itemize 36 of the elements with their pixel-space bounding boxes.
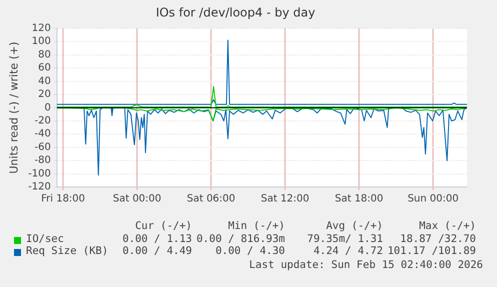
- x-tick-label: Sun 00:00: [408, 194, 459, 205]
- text: 0.00 / 1.13: [122, 233, 192, 245]
- y-tick-label: -40: [34, 128, 51, 140]
- y-tick-label: 0: [44, 102, 51, 114]
- y-tick-label: 80: [38, 49, 51, 60]
- x-tick-label: Sat 00:00: [112, 194, 162, 205]
- text: 79.35m/ 1.31: [307, 233, 383, 245]
- text: 0.00 / 816.93m: [196, 233, 285, 245]
- legend-label: Req Size (KB): [26, 245, 108, 257]
- y-tick-label: -120: [28, 182, 51, 193]
- text: Max (-/+): [419, 220, 476, 232]
- chart-title: IOs for /dev/loop4 - by day: [156, 5, 316, 20]
- y-tick-label: 120: [32, 22, 51, 34]
- y-tick-label: 20: [38, 89, 51, 100]
- y-tick-label: 60: [38, 62, 51, 74]
- y-tick-label: -20: [34, 116, 51, 127]
- text: 101.17 /101.89: [387, 245, 476, 257]
- y-tick-label: -60: [34, 142, 51, 153]
- text: Min (-/+): [228, 220, 285, 232]
- y-tick-label: 100: [32, 36, 51, 48]
- text: 4.24 / 4.72: [313, 245, 383, 257]
- x-tick-label: Sat 18:00: [334, 194, 384, 205]
- text: 0.00 / 4.30: [215, 245, 285, 257]
- y-tick-label: -100: [28, 168, 51, 180]
- x-tick-label: Fri 18:00: [41, 194, 86, 205]
- text: 0.00 / 4.49: [122, 245, 192, 257]
- legend-label: IO/sec: [26, 233, 64, 245]
- text: 18.87 /32.70: [400, 233, 476, 245]
- y-tick-label: 40: [38, 76, 51, 87]
- y-axis-title: Units read (-) / write (+): [7, 42, 20, 174]
- text: Avg (-/+): [326, 220, 383, 232]
- text: Last update: Sun Feb 15 02:40:00 2026: [249, 259, 483, 271]
- x-tick-label: Sat 12:00: [260, 194, 310, 205]
- x-tick-label: Sat 06:00: [186, 194, 236, 205]
- y-tick-label: -80: [34, 155, 51, 166]
- text: Cur (-/+): [135, 220, 192, 232]
